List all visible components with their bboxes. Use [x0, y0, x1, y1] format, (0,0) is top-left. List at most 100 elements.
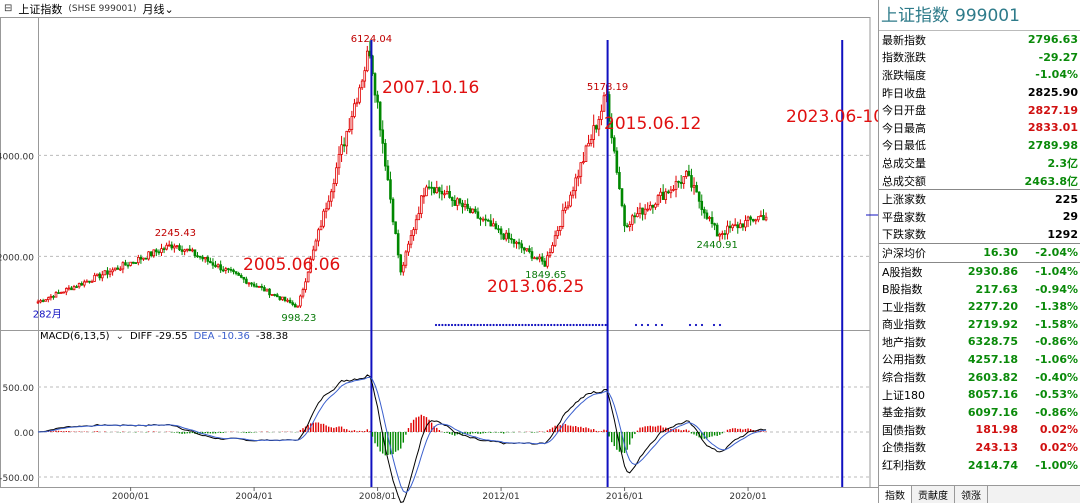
x-tick-label: 2020/01 — [729, 492, 766, 502]
price-extreme-label: 282月 — [33, 308, 62, 320]
breadth-list: 上涨家数 225 平盘家数 29 下跌家数 1292 — [879, 190, 1080, 243]
candle — [612, 137, 616, 152]
candle — [633, 215, 637, 218]
candle — [476, 211, 480, 219]
event-annotation: 2013.06.25 — [487, 277, 584, 297]
chart-header: ⊟ 上证指数 (SHSE 999001) 月线⌄ — [0, 0, 874, 17]
candle — [443, 193, 446, 196]
avg-price-value: 16.30 — [983, 246, 1018, 260]
candle — [669, 189, 673, 194]
index-row[interactable]: 红利指数 2414.74 -1.00% — [879, 456, 1080, 474]
candle — [723, 233, 727, 235]
candle — [59, 292, 63, 294]
candle — [667, 191, 670, 194]
index-row[interactable]: B股指数 217.63 -0.94% — [879, 280, 1080, 298]
signal-dot — [460, 323, 463, 327]
macd-label[interactable]: MACD(6,13,5) — [40, 331, 110, 342]
candle — [155, 249, 158, 253]
candle — [412, 229, 415, 236]
candle — [425, 186, 428, 197]
chart-area[interactable]: 4000.00 2000.00 500.00 0.00 -500.00 2000/01 20… — [0, 0, 878, 503]
breadth-value: 29 — [1062, 210, 1078, 224]
quote-row: 今日最低 2789.98 — [879, 137, 1080, 155]
index-row[interactable]: 国债指数 181.98 0.02% — [879, 421, 1080, 439]
candle — [214, 264, 217, 268]
signal-dot — [447, 323, 450, 327]
signal-dot — [598, 323, 601, 327]
index-row[interactable]: 综合指数 2603.82 -0.40% — [879, 368, 1080, 386]
candle — [275, 294, 279, 298]
signal-dot — [566, 323, 569, 327]
candle — [391, 198, 395, 223]
grid-toggle-icon[interactable]: ⊟ — [4, 3, 13, 14]
candle — [672, 188, 675, 191]
signal-dot — [550, 323, 553, 327]
candle — [728, 225, 732, 229]
candle — [718, 233, 722, 237]
index-row[interactable]: 公用指数 4257.18 -1.06% — [879, 351, 1080, 369]
candle — [517, 241, 521, 245]
signal-dot — [700, 323, 704, 327]
signal-dot — [537, 323, 540, 327]
candle — [553, 235, 557, 246]
candle — [507, 232, 511, 239]
candle — [129, 261, 132, 266]
candle — [543, 260, 547, 267]
index-row[interactable]: A股指数 2930.86 -1.04% — [879, 263, 1080, 281]
candle — [188, 248, 192, 252]
candle — [386, 165, 390, 181]
candle — [538, 256, 541, 260]
candle — [209, 260, 212, 264]
index-row[interactable]: 上证180 8057.16 -0.53% — [879, 386, 1080, 404]
candle — [438, 187, 441, 192]
index-row[interactable]: 企债指数 243.13 0.02% — [879, 439, 1080, 457]
candle — [111, 269, 114, 273]
index-row[interactable]: 基金指数 6097.16 -0.86% — [879, 403, 1080, 421]
tab-index[interactable]: 指数 — [879, 486, 912, 503]
candle — [75, 286, 78, 288]
diff-label: DIFF -29.55 — [129, 331, 188, 342]
signal-dot — [457, 323, 460, 327]
index-row[interactable]: 地产指数 6328.75 -0.86% — [879, 333, 1080, 351]
tab-contribution[interactable]: 贡献度 — [912, 486, 955, 503]
candle — [322, 210, 325, 227]
tab-leaders[interactable]: 领涨 — [955, 486, 988, 503]
index-row[interactable]: 工业指数 2277.20 -1.38% — [879, 298, 1080, 316]
candle — [692, 185, 696, 188]
index-code: (SHSE 999001) — [68, 3, 137, 14]
signal-dot — [518, 323, 521, 327]
candle — [191, 249, 194, 252]
candle — [185, 248, 189, 251]
candle — [260, 285, 264, 288]
candle — [162, 248, 166, 251]
candle — [731, 224, 734, 229]
candle — [620, 188, 624, 207]
signal-dot — [646, 323, 650, 327]
signal-dot — [514, 323, 518, 327]
index-label: 公用指数 — [882, 353, 926, 367]
candle — [224, 268, 228, 271]
signal-dot — [521, 323, 524, 327]
candle — [420, 195, 423, 214]
period-selector[interactable]: 月线⌄ — [143, 1, 174, 17]
candle — [160, 248, 163, 253]
candle — [510, 238, 513, 240]
signal-dot — [546, 323, 550, 327]
quote-label: 昨日收盘 — [882, 86, 926, 100]
signal-dot — [604, 323, 607, 327]
candle — [358, 87, 361, 103]
candle — [690, 175, 693, 188]
main-chart-svg[interactable]: 4000.00 2000.00 500.00 0.00 -500.00 2000/01 20… — [0, 0, 878, 503]
candle — [103, 270, 107, 276]
candle — [72, 286, 76, 291]
macd-value: -38.38 — [255, 331, 289, 342]
signal-dot — [585, 323, 588, 327]
index-row[interactable]: 商业指数 2719.92 -1.58% — [879, 316, 1080, 334]
candle — [283, 296, 287, 301]
signal-dot — [505, 323, 508, 327]
candle — [183, 249, 186, 252]
candle — [62, 291, 66, 294]
candle — [589, 139, 593, 144]
chevron-down-icon[interactable]: ⌄ — [115, 331, 124, 342]
candle — [85, 280, 89, 283]
